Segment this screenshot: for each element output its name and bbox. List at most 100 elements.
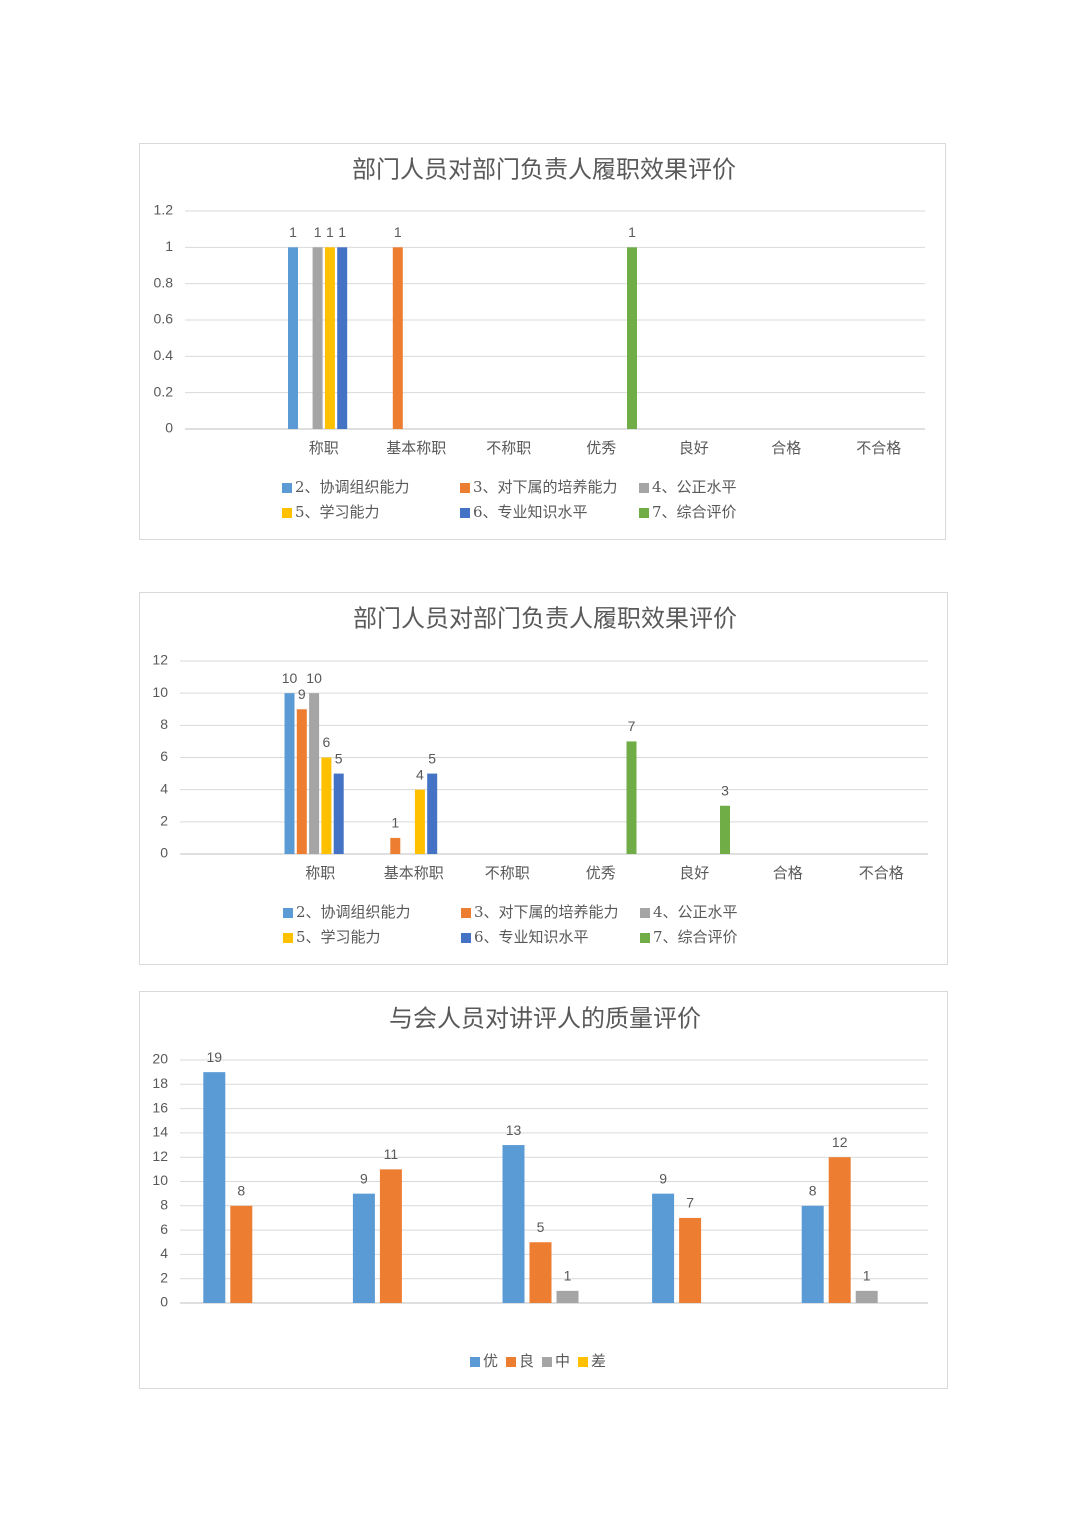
bar: [556, 1290, 579, 1303]
legend-label: 差: [591, 1352, 606, 1370]
data-label: 9: [298, 686, 306, 702]
data-label: 1: [326, 224, 334, 240]
data-label: 3: [721, 782, 729, 798]
y-tick-label: 1.2: [154, 202, 174, 218]
bar: [284, 693, 295, 854]
x-tick-label: 不合格: [856, 439, 901, 457]
legend-label: 4、公正水平: [652, 478, 737, 496]
x-tick-label: 基本称职: [384, 864, 444, 882]
y-tick-label: 10: [152, 1172, 168, 1188]
data-label: 5: [537, 1219, 545, 1235]
legend-swatch: [460, 483, 470, 493]
legend-label: 7、综合评价: [652, 503, 737, 521]
x-tick-label: 优秀: [586, 864, 616, 882]
data-label: 7: [686, 1195, 694, 1211]
chart-title: 部门人员对部门负责人履职效果评价: [352, 156, 736, 184]
legend-label: 3、对下属的培养能力: [474, 903, 619, 921]
y-tick-label: 0: [160, 1294, 168, 1310]
data-label: 1: [863, 1268, 871, 1284]
legend-label: 6、专业知识水平: [473, 503, 588, 521]
bar: [321, 757, 332, 854]
legend-swatch: [282, 483, 292, 493]
bar: [627, 247, 637, 429]
data-label: 13: [506, 1122, 522, 1138]
data-label: 12: [832, 1134, 848, 1150]
x-tick-label: 合格: [773, 864, 803, 882]
x-tick-label: 不称职: [486, 439, 531, 457]
y-tick-label: 2: [160, 813, 168, 829]
data-label: 1: [564, 1268, 572, 1284]
bar: [230, 1205, 253, 1303]
data-label: 1: [338, 224, 346, 240]
legend-label: 中: [555, 1352, 570, 1370]
bar: [309, 693, 320, 854]
legend-swatch: [639, 508, 649, 518]
data-label: 1: [628, 224, 636, 240]
legend-label: 5、学习能力: [295, 503, 380, 521]
legend-swatch: [470, 1357, 480, 1367]
bar: [312, 247, 323, 429]
data-label: 9: [360, 1170, 368, 1186]
bar: [801, 1205, 824, 1303]
chart-frame: [139, 592, 948, 965]
legend-swatch: [640, 908, 650, 918]
legend-label: 7、综合评价: [653, 928, 738, 946]
legend-swatch: [640, 933, 650, 943]
bar: [390, 837, 401, 854]
data-label: 7: [628, 718, 636, 734]
legend-swatch: [578, 1357, 588, 1367]
data-label: 8: [237, 1183, 245, 1199]
y-tick-label: 1: [165, 238, 173, 254]
x-tick-label: 称职: [305, 864, 335, 882]
bar: [502, 1145, 525, 1303]
legend-label: 优: [483, 1352, 498, 1370]
legend-swatch: [506, 1357, 516, 1367]
bar: [626, 741, 637, 854]
legend-swatch: [283, 908, 293, 918]
y-tick-label: 20: [152, 1051, 168, 1067]
bar: [679, 1217, 702, 1303]
legend-label: 5、学习能力: [296, 928, 381, 946]
bar: [337, 247, 348, 429]
data-label: 10: [282, 670, 298, 686]
chart-title: 与会人员对讲评人的质量评价: [389, 1005, 701, 1033]
legend-label: 2、协调组织能力: [296, 903, 411, 921]
legend-label: 3、对下属的培养能力: [473, 478, 618, 496]
y-tick-label: 2: [160, 1269, 168, 1285]
data-label: 9: [659, 1170, 667, 1186]
data-label: 19: [207, 1049, 223, 1065]
data-label: 5: [335, 750, 343, 766]
y-tick-label: 0: [160, 845, 168, 861]
y-tick-label: 0.6: [154, 311, 174, 327]
x-tick-label: 优秀: [586, 439, 616, 457]
y-tick-label: 18: [152, 1075, 168, 1091]
bar: [203, 1072, 226, 1303]
legend-label: 良: [519, 1352, 534, 1370]
legend-label: 2、协调组织能力: [295, 478, 410, 496]
y-tick-label: 6: [160, 748, 168, 764]
bar: [652, 1193, 675, 1303]
data-label: 10: [306, 670, 322, 686]
bar: [855, 1290, 878, 1303]
bar: [414, 789, 425, 854]
bar: [828, 1157, 851, 1303]
legend-swatch: [639, 483, 649, 493]
data-label: 1: [314, 224, 322, 240]
chart-title: 部门人员对部门负责人履职效果评价: [353, 605, 737, 633]
y-tick-label: 6: [160, 1221, 168, 1237]
x-tick-label: 合格: [771, 439, 801, 457]
legend-swatch: [542, 1357, 552, 1367]
bar: [333, 773, 344, 854]
bar: [427, 773, 438, 854]
x-tick-label: 基本称职: [386, 439, 446, 457]
y-tick-label: 0.8: [154, 274, 174, 290]
bar: [529, 1242, 552, 1303]
bar: [392, 247, 403, 429]
legend-swatch: [461, 908, 471, 918]
y-tick-label: 8: [160, 1197, 168, 1213]
y-tick-label: 14: [152, 1124, 168, 1140]
bar: [288, 247, 298, 429]
legend-swatch: [461, 933, 471, 943]
legend-swatch: [460, 508, 470, 518]
